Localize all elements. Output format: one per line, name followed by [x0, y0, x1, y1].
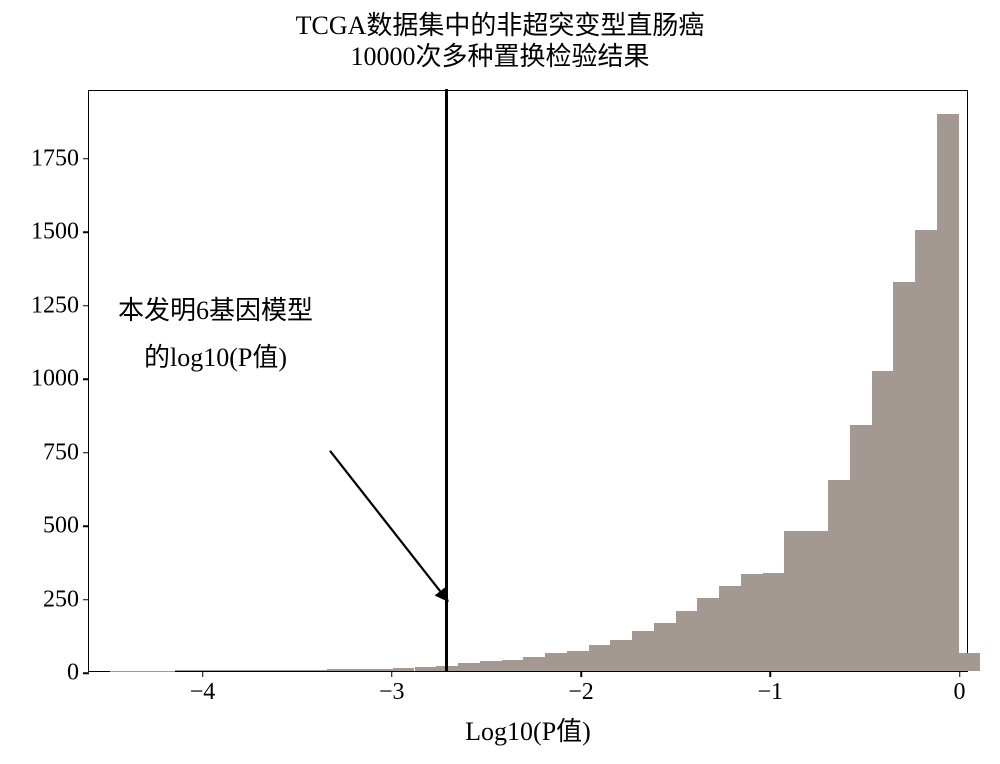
annotation-line-1: 本发明6基因模型: [118, 296, 313, 325]
histogram-bar: [719, 586, 741, 671]
title-line-2: 10000次多种置换检验结果: [0, 41, 1000, 72]
histogram-bar: [763, 573, 785, 671]
annotation-line-2: 的log10(P值): [144, 343, 287, 372]
y-tick-label: 1750: [31, 145, 89, 172]
y-tick-mark: [83, 525, 89, 527]
threshold-line: [445, 89, 448, 671]
histogram-bar: [632, 631, 654, 671]
histogram-bar: [589, 645, 611, 671]
histogram-bar: [349, 669, 371, 671]
histogram-bar: [850, 425, 872, 671]
histogram-bar: [676, 611, 698, 671]
x-tick-mark: [391, 671, 393, 677]
y-tick-mark: [83, 672, 89, 674]
x-tick-mark: [202, 671, 204, 677]
histogram-bar: [240, 670, 262, 671]
y-tick-mark: [83, 452, 89, 454]
histogram-bar: [219, 670, 241, 671]
x-tick-mark: [770, 671, 772, 677]
histogram-bar: [937, 114, 959, 671]
x-tick-mark: [959, 671, 961, 677]
histogram-bar: [872, 371, 894, 671]
permutation-histogram-figure: TCGA数据集中的非超突变型直肠癌 10000次多种置换检验结果 Log10(P…: [0, 0, 1000, 764]
y-tick-label: 1500: [31, 219, 89, 246]
histogram-bar: [654, 623, 676, 672]
histogram-bar: [480, 661, 502, 671]
y-tick-mark: [83, 158, 89, 160]
title-line-1: TCGA数据集中的非超突变型直肠癌: [0, 10, 1000, 41]
histogram-bar: [893, 282, 915, 671]
y-tick-label: 1000: [31, 366, 89, 393]
histogram-bar: [828, 480, 850, 671]
histogram-bar: [415, 667, 437, 671]
histogram-bar: [697, 598, 719, 671]
y-tick-mark: [83, 599, 89, 601]
chart-title: TCGA数据集中的非超突变型直肠癌 10000次多种置换检验结果: [0, 10, 1000, 72]
histogram-bar: [915, 230, 937, 671]
y-tick-mark: [83, 378, 89, 380]
y-tick-label: 1250: [31, 292, 89, 319]
y-tick-mark: [83, 231, 89, 233]
histogram-bar: [458, 663, 480, 671]
histogram-bar: [284, 670, 306, 671]
x-tick-mark: [580, 671, 582, 677]
histogram-bar: [610, 640, 632, 671]
y-tick-mark: [83, 305, 89, 307]
histogram-bar: [306, 670, 328, 671]
histogram-bar: [545, 653, 567, 671]
histogram-bar: [567, 651, 589, 671]
histogram-bar: [741, 574, 763, 671]
histogram-bar: [784, 531, 806, 671]
histogram-bar: [502, 660, 524, 671]
histogram-bar: [523, 657, 545, 671]
histogram-bar: [959, 653, 981, 671]
histogram-bar: [806, 531, 828, 672]
annotation-text: 本发明6基因模型 的log10(P值): [118, 288, 313, 382]
histogram-bar: [262, 670, 284, 671]
histogram-bar: [327, 669, 349, 671]
